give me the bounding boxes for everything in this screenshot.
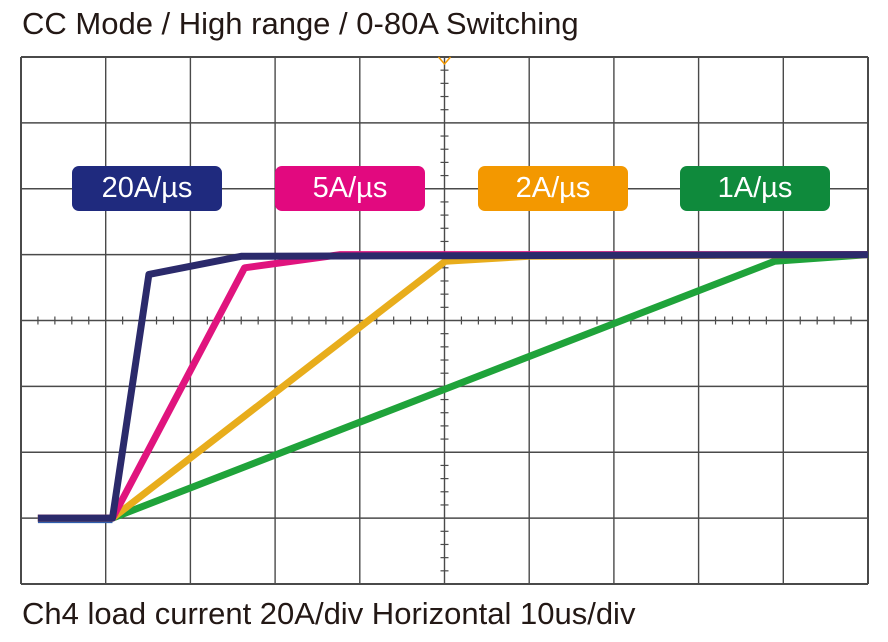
legend-label-2a-us: 2A/µs [478, 166, 628, 211]
chart-caption: Ch4 load current 20A/div Horizontal 10us… [22, 596, 636, 631]
trigger-marker-icon [437, 56, 452, 66]
legend-label-20a-us: 20A/µs [72, 166, 222, 211]
legend-label-1a-us: 1A/µs [680, 166, 830, 211]
legend-label-5a-us: 5A/µs [275, 166, 425, 211]
trace-20as [37, 251, 869, 522]
chart-title: CC Mode / High range / 0-80A Switching [22, 6, 579, 41]
